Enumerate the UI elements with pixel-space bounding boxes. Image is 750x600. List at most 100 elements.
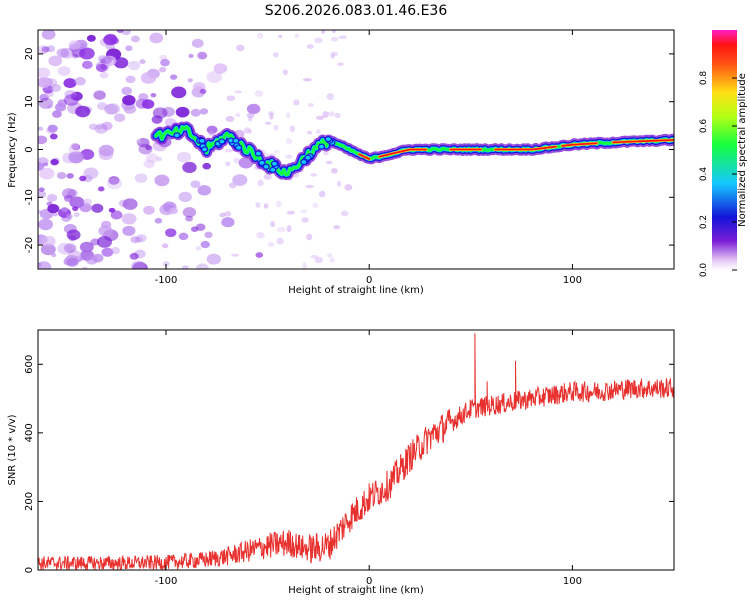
noise-blob xyxy=(86,34,96,42)
noise-blob xyxy=(69,196,85,209)
noise-blob xyxy=(204,231,213,239)
noise-blob xyxy=(38,97,54,109)
noise-blob xyxy=(50,83,62,92)
noise-blob xyxy=(116,30,124,33)
noise-blob xyxy=(302,77,312,82)
noise-blob xyxy=(61,206,69,213)
ridge-blob xyxy=(218,138,226,145)
noise-blob xyxy=(285,154,293,159)
noise-blob xyxy=(232,174,248,186)
snr-xlabel: Height of straight line (km) xyxy=(288,585,424,596)
noise-blob xyxy=(322,111,329,119)
noise-blob xyxy=(125,75,136,84)
noise-blob xyxy=(38,187,45,192)
noise-blob xyxy=(221,217,235,228)
snr-ylabel: SNR (10 * v/v) xyxy=(7,414,18,485)
noise-blob xyxy=(47,124,58,133)
xtick-label: 0 xyxy=(366,275,372,286)
noise-blob xyxy=(40,243,56,256)
noise-blob xyxy=(333,225,341,230)
noise-blob xyxy=(118,199,129,208)
noise-blob xyxy=(213,63,228,74)
noise-blob xyxy=(318,190,326,198)
noise-blob xyxy=(38,190,47,199)
noise-blob xyxy=(56,171,67,180)
snr-panel: -100 0 100 0 200 400 600 Height of straight li… xyxy=(7,329,675,596)
noise-blob xyxy=(325,160,333,165)
noise-blob xyxy=(238,157,254,169)
ytick-label: 200 xyxy=(24,492,35,511)
noise-blob xyxy=(267,242,275,247)
ridge-blob xyxy=(235,144,243,151)
noise-blob xyxy=(255,202,261,208)
noise-blob xyxy=(140,72,157,84)
noise-blob xyxy=(285,112,291,119)
noise-blob xyxy=(136,139,142,144)
noise-blob xyxy=(52,110,62,118)
noise-blob xyxy=(52,212,58,217)
ytick-label: 20 xyxy=(24,48,35,61)
noise-blob xyxy=(151,115,163,124)
noise-blob xyxy=(101,121,113,131)
noise-blob xyxy=(190,180,201,189)
noise-blob xyxy=(79,47,95,60)
ridge-hot-red xyxy=(378,148,427,158)
noise-blob xyxy=(68,151,84,164)
noise-blob xyxy=(191,38,204,48)
noise-blob xyxy=(306,233,313,241)
noise-blob xyxy=(340,210,349,217)
noise-blob xyxy=(130,35,140,43)
noise-blob xyxy=(101,247,114,257)
noise-blob xyxy=(97,186,105,192)
noise-blob xyxy=(196,263,209,269)
noise-blob xyxy=(336,180,342,187)
noise-blob xyxy=(108,176,120,185)
noise-blob xyxy=(333,51,339,57)
ridge-blob xyxy=(270,160,279,167)
noise-blob xyxy=(38,135,48,145)
noise-blob xyxy=(178,191,192,203)
noise-blob xyxy=(41,49,47,55)
xtick-label: 0 xyxy=(366,576,372,587)
noise-blob xyxy=(143,205,155,215)
noise-blob xyxy=(47,104,53,109)
noise-blob xyxy=(98,144,114,157)
noise-blob xyxy=(225,161,231,167)
noise-blob xyxy=(103,34,118,46)
ridge-hot-red xyxy=(612,139,674,144)
noise-blob xyxy=(83,198,92,206)
noise-blob xyxy=(254,90,264,97)
noise-blob xyxy=(110,210,123,220)
ytick-label: 600 xyxy=(24,355,35,374)
noise-blob xyxy=(70,143,80,150)
noise-blob xyxy=(134,173,148,184)
noise-blob xyxy=(256,232,265,239)
noise-blob xyxy=(170,74,178,80)
noise-blob xyxy=(195,223,206,231)
noise-blob xyxy=(139,59,146,64)
noise-blob xyxy=(231,253,239,257)
noise-blob xyxy=(38,261,52,269)
noise-blob xyxy=(38,161,45,171)
noise-blob xyxy=(181,265,189,269)
noise-blob xyxy=(276,226,286,233)
colorbar-tick-label: 0.4 xyxy=(699,167,709,182)
figure-title: S206.2026.083.01.46.E36 xyxy=(265,3,448,19)
noise-blob xyxy=(131,260,146,269)
noise-blob xyxy=(247,115,253,122)
noise-blob xyxy=(267,110,275,117)
noise-blob xyxy=(187,78,193,83)
noise-blob xyxy=(121,86,133,96)
noise-blob xyxy=(327,111,335,117)
spectrogram-ylabel: Frequency (Hz) xyxy=(7,112,18,188)
noise-blob xyxy=(66,257,79,268)
noise-blob xyxy=(133,262,140,268)
noise-blob xyxy=(169,207,179,215)
noise-blob xyxy=(145,145,152,151)
noise-blob xyxy=(154,174,170,187)
noise-blob xyxy=(165,228,177,238)
noise-blob xyxy=(175,106,190,118)
noise-blob xyxy=(263,174,272,180)
